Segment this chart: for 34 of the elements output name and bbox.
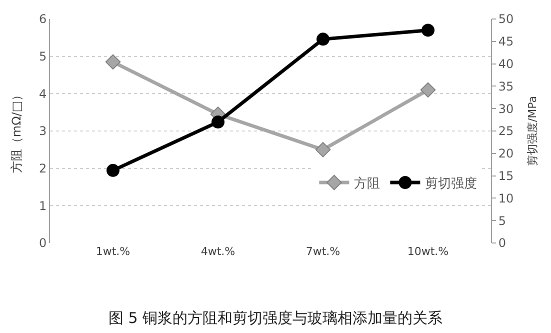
x-tick-label: 4wt.% xyxy=(200,245,236,258)
y-axis-title: 方阻（mΩ/□） xyxy=(9,88,24,174)
y-tick-label: 3 xyxy=(38,124,47,138)
legend-label: 剪切强度 xyxy=(425,176,478,192)
point xyxy=(315,142,331,158)
text: 图 5 铜浆的方阻和剪切强度与玻璃相添加量的关系 xyxy=(108,309,443,328)
y-tick-label: 4 xyxy=(38,86,47,101)
y2-tick-label: 45 xyxy=(498,34,514,49)
y-tick-label: 5 xyxy=(38,50,47,64)
y-tick-label: 0 xyxy=(38,236,47,250)
y-tick-label: 6 xyxy=(38,12,47,26)
x-tick-label: 7wt.% xyxy=(306,245,340,258)
point xyxy=(422,24,434,37)
point xyxy=(106,164,120,177)
y2-tick-label: 50 xyxy=(498,12,514,26)
x-tick-label: 10wt.% xyxy=(407,245,449,258)
y2-axis-title: 剪切强度/MPa xyxy=(526,96,539,166)
point xyxy=(316,32,330,46)
y2-tick-label: 30 xyxy=(498,102,514,116)
y-tick-label: 1 xyxy=(38,198,47,213)
y2-tick-label: 10 xyxy=(498,191,514,206)
legend-label: 方阻 xyxy=(354,176,380,192)
point xyxy=(212,116,224,129)
y2-tick-label: 15 xyxy=(498,169,514,183)
y-tick-label: 2 xyxy=(38,162,47,176)
point xyxy=(420,82,436,98)
y2-tick-label: 35 xyxy=(498,79,514,94)
y2-tick-label: 0 xyxy=(498,236,506,250)
y2-tick-label: 20 xyxy=(498,146,514,161)
y2-tick-label: 5 xyxy=(498,214,506,228)
y2-tick-label: 25 xyxy=(498,124,514,138)
point xyxy=(105,54,121,70)
x-tick-label: 1wt.% xyxy=(96,245,130,258)
y2-tick-label: 40 xyxy=(498,57,514,71)
